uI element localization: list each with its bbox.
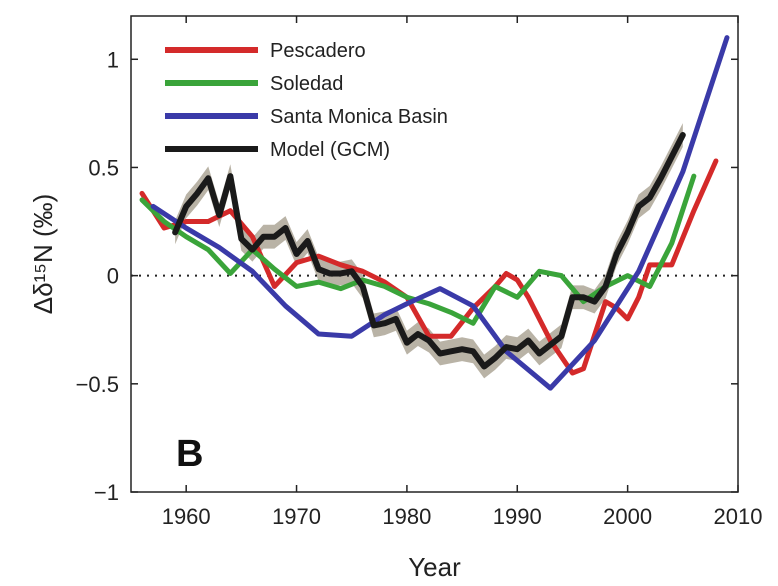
x-tick-label: 2000: [603, 504, 652, 529]
plot-frame: [130, 15, 739, 493]
legend-label-soledad: Soledad: [270, 73, 343, 95]
x-tick-label: 1960: [162, 504, 211, 529]
y-tick-label: −0.5: [76, 372, 119, 397]
legend-label-santa-monica-basin: Santa Monica Basin: [270, 106, 448, 128]
x-tick-label: 1980: [382, 504, 431, 529]
x-tick-label: 1970: [272, 504, 321, 529]
y-tick-label: 1: [107, 47, 119, 72]
y-tick-label: 0.5: [88, 155, 119, 180]
series-line-santa-monica-basin: [150, 35, 730, 391]
series-line-model-gcm: [172, 132, 686, 370]
x-tick-label: 2010: [714, 504, 763, 529]
series-layer: [139, 35, 730, 391]
panel-label: B: [176, 433, 203, 475]
legend-label-model-gcm: Model (GCM): [270, 139, 390, 161]
x-axis-ticks: 1960 1970 1980 1990 2000 2010: [162, 16, 763, 529]
legend-label-pescadero: Pescadero: [270, 40, 366, 62]
x-axis-title: Year: [408, 552, 461, 582]
y-axis-ticks: −1 −0.5 0 0.5 1: [76, 47, 738, 505]
y-tick-label: −1: [94, 480, 119, 505]
legend: Pescadero Soledad Santa Monica Basin Model …: [165, 40, 448, 161]
y-tick-label: 0: [107, 264, 119, 289]
x-tick-label: 1990: [493, 504, 542, 529]
y-axis-title: Δδ¹⁵N (‰): [28, 194, 58, 315]
